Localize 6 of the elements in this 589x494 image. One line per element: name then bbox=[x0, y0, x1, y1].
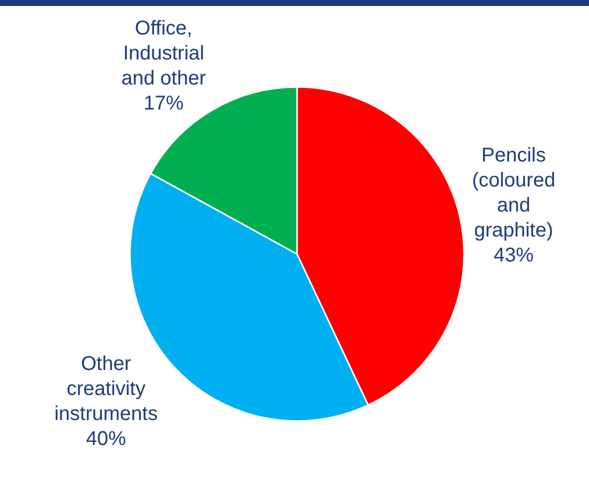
slice-label: Pencils (coloured and graphite) bbox=[472, 144, 556, 242]
data-label: 43% bbox=[494, 244, 534, 267]
slice-label: Office, Industrial and other bbox=[121, 18, 206, 90]
data-label: 17% bbox=[144, 93, 184, 115]
data-label: 40% bbox=[86, 428, 126, 450]
slice-label: Other creativity instruments bbox=[54, 353, 158, 426]
